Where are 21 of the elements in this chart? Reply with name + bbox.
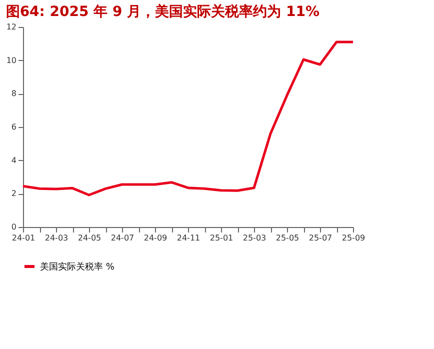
chart-title: 图64: 2025 年 9 月，美国实际关税率约为 11% bbox=[6, 3, 320, 20]
x-tick-label: 25-09 bbox=[342, 234, 366, 242]
x-tick-label: 24-07 bbox=[110, 234, 134, 242]
y-tick-label: 2 bbox=[11, 189, 16, 198]
y-tick-label: 4 bbox=[11, 156, 16, 165]
y-tick-label: 12 bbox=[6, 22, 16, 32]
legend-label: 美国实际关税率 % bbox=[40, 262, 115, 272]
x-tick-label: 24-05 bbox=[78, 234, 102, 242]
x-tick-label: 24-09 bbox=[144, 234, 168, 242]
line-series bbox=[22, 40, 354, 196]
x-tick-label: 25-03 bbox=[242, 234, 266, 242]
y-tick-label: 0 bbox=[11, 222, 16, 232]
x-tick-label: 25-07 bbox=[308, 234, 332, 242]
x-tick-label: 24-01 bbox=[12, 234, 36, 242]
x-tick-label: 25-05 bbox=[276, 234, 300, 242]
y-tick-label: 6 bbox=[11, 122, 16, 132]
x-tick-label: 24-11 bbox=[176, 234, 200, 242]
x-tick-label: 25-01 bbox=[210, 234, 234, 242]
x-tick-label: 24-03 bbox=[44, 234, 68, 242]
y-tick-label: 10 bbox=[6, 56, 16, 65]
y-tick-label: 8 bbox=[11, 89, 16, 98]
